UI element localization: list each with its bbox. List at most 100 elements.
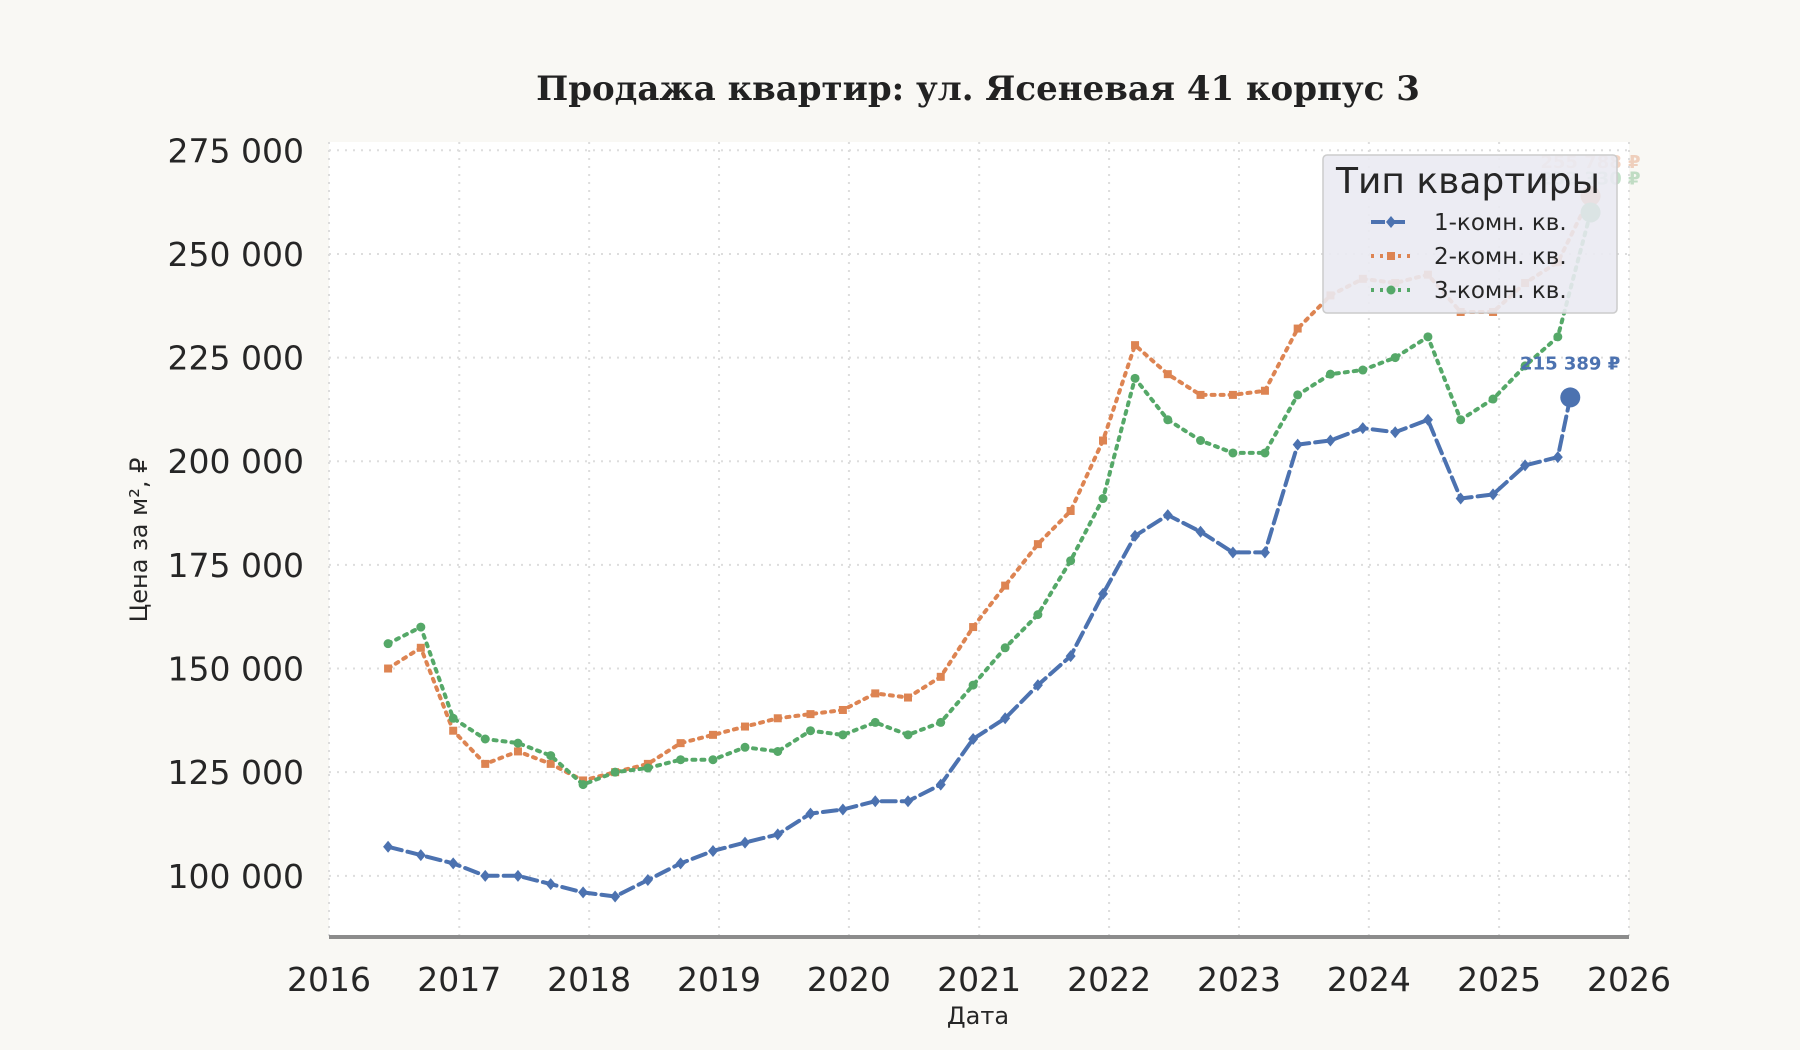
end-point <box>1560 387 1581 408</box>
series-line <box>386 395 1573 899</box>
data-point <box>1130 529 1141 542</box>
x-tick-label: 2025 <box>1457 960 1541 999</box>
data-point <box>740 742 750 752</box>
data-point <box>1195 525 1206 538</box>
data-point <box>513 747 522 756</box>
data-point <box>969 623 978 632</box>
data-point <box>1422 413 1433 426</box>
data-point <box>740 836 751 849</box>
data-point <box>1553 332 1563 342</box>
data-point <box>1000 643 1010 653</box>
data-point <box>871 689 880 698</box>
data-point <box>1228 448 1238 458</box>
data-point <box>773 746 783 756</box>
data-point <box>1520 361 1530 371</box>
data-point <box>1098 494 1108 504</box>
y-axis-label: Цена за м², ₽ <box>125 458 153 623</box>
data-point <box>1358 365 1368 375</box>
data-point <box>1001 581 1010 590</box>
x-tick-labels: 2016 2017 2018 2019 2020 2021 2022 2023 2024 2025… <box>287 960 1671 999</box>
x-tick-label: 2020 <box>807 960 891 999</box>
data-point <box>545 878 556 891</box>
y-tick-label: 175 000 <box>168 546 304 585</box>
x-tick-label: 2022 <box>1067 960 1151 999</box>
data-point <box>968 680 978 690</box>
data-point <box>1456 415 1466 425</box>
data-point <box>546 751 556 761</box>
data-point <box>772 828 783 841</box>
data-point <box>676 755 686 765</box>
data-point <box>610 767 620 777</box>
legend-item: 1-комн. кв. <box>1371 210 1567 236</box>
data-point <box>1131 341 1140 350</box>
data-point <box>1227 546 1238 559</box>
data-point <box>1325 434 1336 447</box>
x-tick-label: 2026 <box>1587 960 1671 999</box>
data-point <box>513 738 523 748</box>
legend-marker <box>1386 216 1396 228</box>
x-tick-label: 2023 <box>1197 960 1281 999</box>
data-point <box>1293 390 1303 400</box>
data-point <box>1423 332 1433 342</box>
y-tick-label: 250 000 <box>168 235 304 274</box>
data-point <box>1520 459 1531 472</box>
data-point <box>448 713 458 723</box>
legend-marker <box>1386 285 1396 295</box>
x-axis-label: Дата <box>947 1002 1009 1030</box>
data-point <box>480 734 490 744</box>
data-point <box>415 849 426 862</box>
y-tick-label: 100 000 <box>168 857 304 896</box>
legend-item: 3-комн. кв. <box>1371 278 1567 304</box>
data-point <box>1032 679 1043 692</box>
data-point <box>741 722 750 731</box>
y-tick-label: 125 000 <box>168 753 304 792</box>
series-3 <box>383 202 1601 790</box>
data-point <box>1293 324 1302 333</box>
series-1 <box>383 387 1581 903</box>
data-point <box>1488 394 1498 404</box>
data-point <box>708 755 718 765</box>
x-tick-label: 2021 <box>937 960 1021 999</box>
series-line <box>386 210 1593 787</box>
y-tick-label: 150 000 <box>168 650 304 689</box>
legend-label: 1-комн. кв. <box>1434 210 1567 236</box>
data-point <box>675 857 686 870</box>
data-point <box>643 763 653 773</box>
data-point <box>838 730 848 740</box>
x-tick-label: 2018 <box>547 960 631 999</box>
data-point <box>1228 390 1237 399</box>
data-point <box>1196 436 1206 445</box>
data-point <box>1162 509 1173 522</box>
data-point <box>416 622 426 632</box>
data-point <box>546 759 555 768</box>
data-point <box>806 710 815 719</box>
y-tick-label: 200 000 <box>168 442 304 481</box>
data-point <box>642 873 653 886</box>
data-point <box>1292 438 1303 451</box>
data-point <box>1066 556 1076 566</box>
data-point <box>1163 370 1172 379</box>
data-point <box>449 726 458 735</box>
data-point <box>1260 386 1269 395</box>
data-point <box>1455 492 1466 505</box>
data-point <box>837 803 848 816</box>
data-point <box>1033 610 1043 620</box>
data-point <box>708 730 717 739</box>
data-point <box>1065 650 1076 663</box>
data-point <box>707 844 718 857</box>
data-point <box>1325 369 1335 379</box>
legend-label: 2-комн. кв. <box>1434 244 1567 270</box>
data-point <box>1066 506 1075 515</box>
data-point <box>512 869 523 882</box>
data-point <box>1033 540 1042 549</box>
grid <box>328 142 1630 938</box>
data-point <box>1390 426 1401 439</box>
x-tick-label: 2019 <box>677 960 761 999</box>
data-point <box>1098 587 1109 600</box>
data-point <box>578 886 589 899</box>
legend-box <box>1322 154 1618 314</box>
data-point <box>578 780 588 790</box>
data-point <box>805 726 815 736</box>
x-tick-label: 2024 <box>1327 960 1411 999</box>
